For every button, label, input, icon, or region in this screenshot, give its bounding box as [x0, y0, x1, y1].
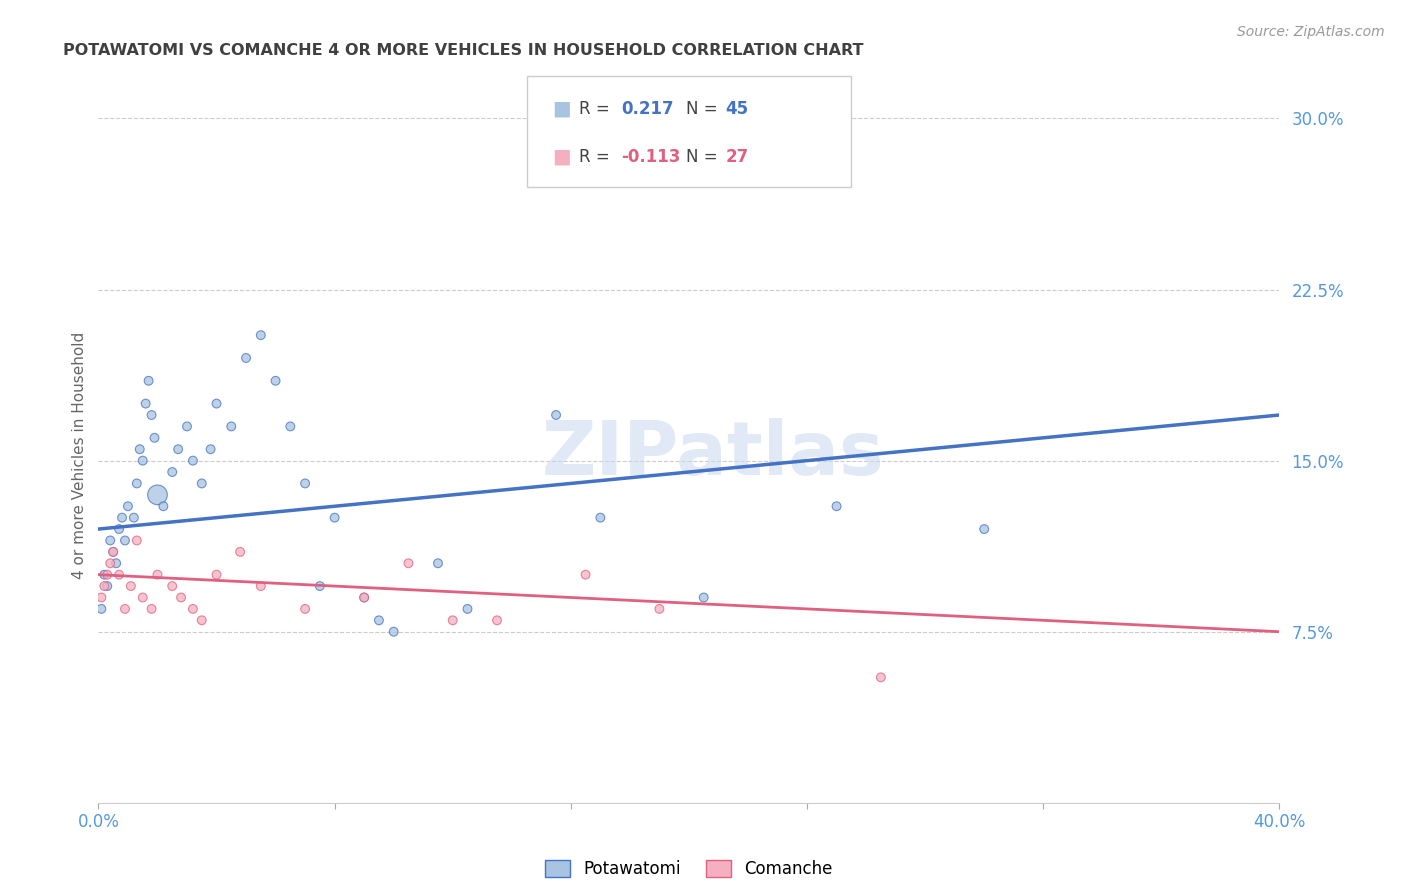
Point — [353, 591, 375, 605]
Point — [162, 465, 183, 479]
Point — [546, 408, 568, 422]
Point — [294, 476, 316, 491]
Text: ZIPatlas: ZIPatlas — [541, 418, 884, 491]
Text: ▪: ▪ — [551, 95, 572, 123]
Point — [191, 476, 214, 491]
Point — [693, 591, 716, 605]
Point — [98, 556, 121, 570]
Point — [90, 591, 112, 605]
Text: R =: R = — [579, 100, 616, 118]
Point — [114, 533, 136, 548]
Text: N =: N = — [686, 148, 723, 166]
Point — [294, 602, 316, 616]
Point — [98, 533, 121, 548]
Legend: Potawatomi, Comanche: Potawatomi, Comanche — [538, 854, 839, 885]
Point — [382, 624, 405, 639]
Point — [108, 567, 131, 582]
Text: N =: N = — [686, 100, 723, 118]
Point — [205, 567, 228, 582]
Text: POTAWATOMI VS COMANCHE 4 OR MORE VEHICLES IN HOUSEHOLD CORRELATION CHART: POTAWATOMI VS COMANCHE 4 OR MORE VEHICLE… — [63, 43, 863, 58]
Point — [117, 500, 139, 514]
Point — [264, 374, 287, 388]
Point — [219, 419, 242, 434]
Point — [96, 567, 118, 582]
Point — [120, 579, 142, 593]
Point — [152, 500, 174, 514]
Point — [278, 419, 302, 434]
Point — [167, 442, 190, 457]
Point — [250, 579, 273, 593]
Point — [869, 670, 891, 684]
Point — [648, 602, 671, 616]
Text: Source: ZipAtlas.com: Source: ZipAtlas.com — [1237, 25, 1385, 39]
Point — [825, 500, 848, 514]
Point — [589, 510, 612, 524]
Point — [441, 613, 464, 627]
Text: R =: R = — [579, 148, 616, 166]
Point — [427, 556, 450, 570]
Point — [103, 545, 125, 559]
Point — [125, 533, 148, 548]
Point — [973, 522, 995, 536]
Point — [309, 579, 332, 593]
Point — [135, 396, 157, 410]
Point — [132, 453, 155, 467]
Text: 27: 27 — [725, 148, 749, 166]
Point — [191, 613, 214, 627]
Point — [396, 556, 419, 570]
Point — [141, 602, 163, 616]
Point — [132, 591, 155, 605]
Text: 0.217: 0.217 — [621, 100, 673, 118]
Point — [235, 351, 257, 365]
Point — [122, 510, 145, 524]
Point — [96, 579, 118, 593]
Y-axis label: 4 or more Vehicles in Household: 4 or more Vehicles in Household — [72, 331, 87, 579]
Point — [250, 328, 273, 343]
Point — [176, 419, 198, 434]
Point — [574, 567, 596, 582]
Point — [146, 567, 169, 582]
Point — [181, 453, 204, 467]
Point — [111, 510, 134, 524]
Point — [125, 476, 148, 491]
Point — [93, 579, 115, 593]
Point — [90, 602, 112, 616]
Point — [181, 602, 204, 616]
Point — [128, 442, 150, 457]
Text: ▪: ▪ — [551, 143, 572, 172]
Point — [205, 396, 228, 410]
Point — [93, 567, 115, 582]
Point — [141, 408, 163, 422]
Point — [170, 591, 193, 605]
Point — [200, 442, 222, 457]
Point — [486, 613, 509, 627]
Text: -0.113: -0.113 — [621, 148, 681, 166]
Text: 45: 45 — [725, 100, 748, 118]
Point — [456, 602, 478, 616]
Point — [105, 556, 128, 570]
Point — [368, 613, 391, 627]
Point — [143, 431, 166, 445]
Point — [138, 374, 160, 388]
Point — [353, 591, 375, 605]
Point — [162, 579, 183, 593]
Point — [229, 545, 252, 559]
Point — [323, 510, 346, 524]
Point — [114, 602, 136, 616]
Point — [103, 545, 125, 559]
Point — [146, 488, 169, 502]
Point — [108, 522, 131, 536]
